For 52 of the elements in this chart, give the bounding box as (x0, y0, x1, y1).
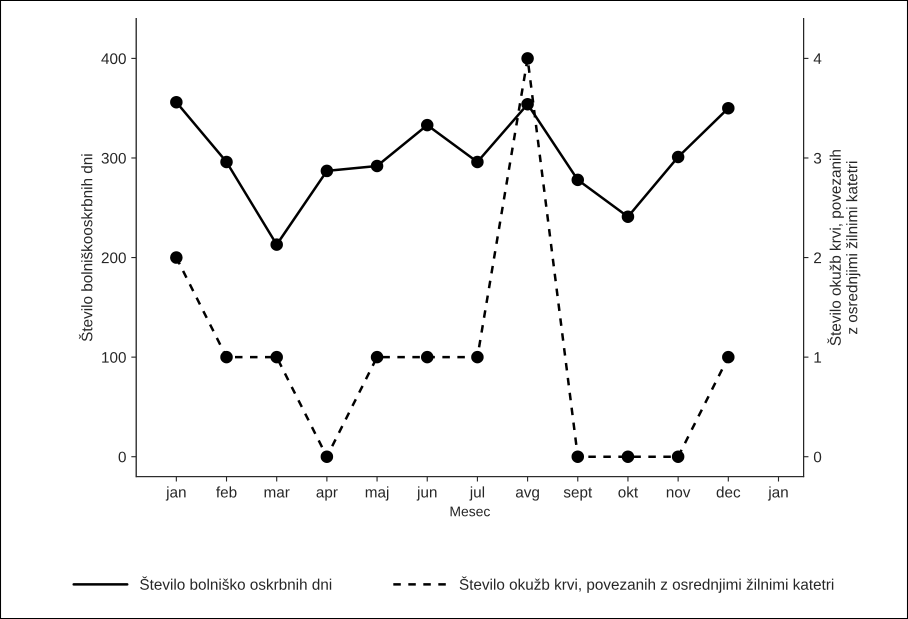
point (370, 350, 384, 364)
x-tick-label: feb (216, 486, 236, 498)
point (220, 156, 233, 168)
x-tick-label: jan (768, 486, 788, 501)
x-tick-label: apr (316, 489, 338, 501)
point (220, 350, 233, 364)
point (471, 156, 484, 168)
y-axis-title: Število bolniškooskrbnih dni (78, 154, 92, 342)
point (170, 96, 183, 108)
point (270, 350, 283, 364)
point (622, 450, 634, 463)
x-tick-label: jun (416, 486, 436, 501)
x-tick-label: maj (366, 486, 388, 501)
point (320, 164, 334, 178)
x-tick-label: mar (264, 489, 290, 498)
point (170, 251, 183, 264)
x-tick-label: okt (618, 486, 638, 498)
x-tick-label: dec (716, 486, 740, 498)
point (320, 450, 334, 463)
point (471, 350, 484, 364)
point (521, 52, 534, 65)
x-tick-label: jul (469, 486, 484, 501)
x-tick-label: nov (666, 489, 690, 498)
point (420, 350, 434, 364)
x-tick-label: avg (516, 489, 539, 501)
x-tick-label: jan (166, 486, 186, 501)
y2-tick-label: 0 (814, 452, 822, 462)
y-tick-label: 200 (102, 252, 126, 264)
legend-label: Število okužb krvi, povezanih z osrednjimi žilnimi katetri (460, 576, 834, 593)
y2-tick-label: 3 (814, 152, 822, 164)
y-tick-label: 100 (102, 352, 126, 363)
point (572, 450, 584, 463)
y2-tick-label: 4 (814, 53, 822, 64)
y-tick-label: 300 (102, 152, 126, 164)
point (672, 150, 684, 164)
point (420, 118, 434, 132)
point (370, 160, 384, 172)
legend-label: Število bolniško oskrbnih dni (140, 576, 332, 590)
y2-axis-title: Število okužb krvi, povezanih z osrednjimi žilnimi katetri (827, 150, 860, 346)
point (622, 210, 634, 223)
y2-tick-label: 2 (814, 252, 822, 264)
point (521, 98, 534, 110)
point (722, 102, 735, 114)
point (270, 238, 283, 251)
y-tick-label: 400 (101, 53, 126, 64)
x-tick-label: sept (564, 488, 592, 501)
y-tick-label: 0 (118, 452, 126, 462)
y2-tick-label: 1 (814, 352, 822, 363)
point (572, 174, 584, 186)
x-axis-title: Mesec (450, 506, 490, 516)
point (722, 350, 735, 364)
point (672, 450, 684, 463)
